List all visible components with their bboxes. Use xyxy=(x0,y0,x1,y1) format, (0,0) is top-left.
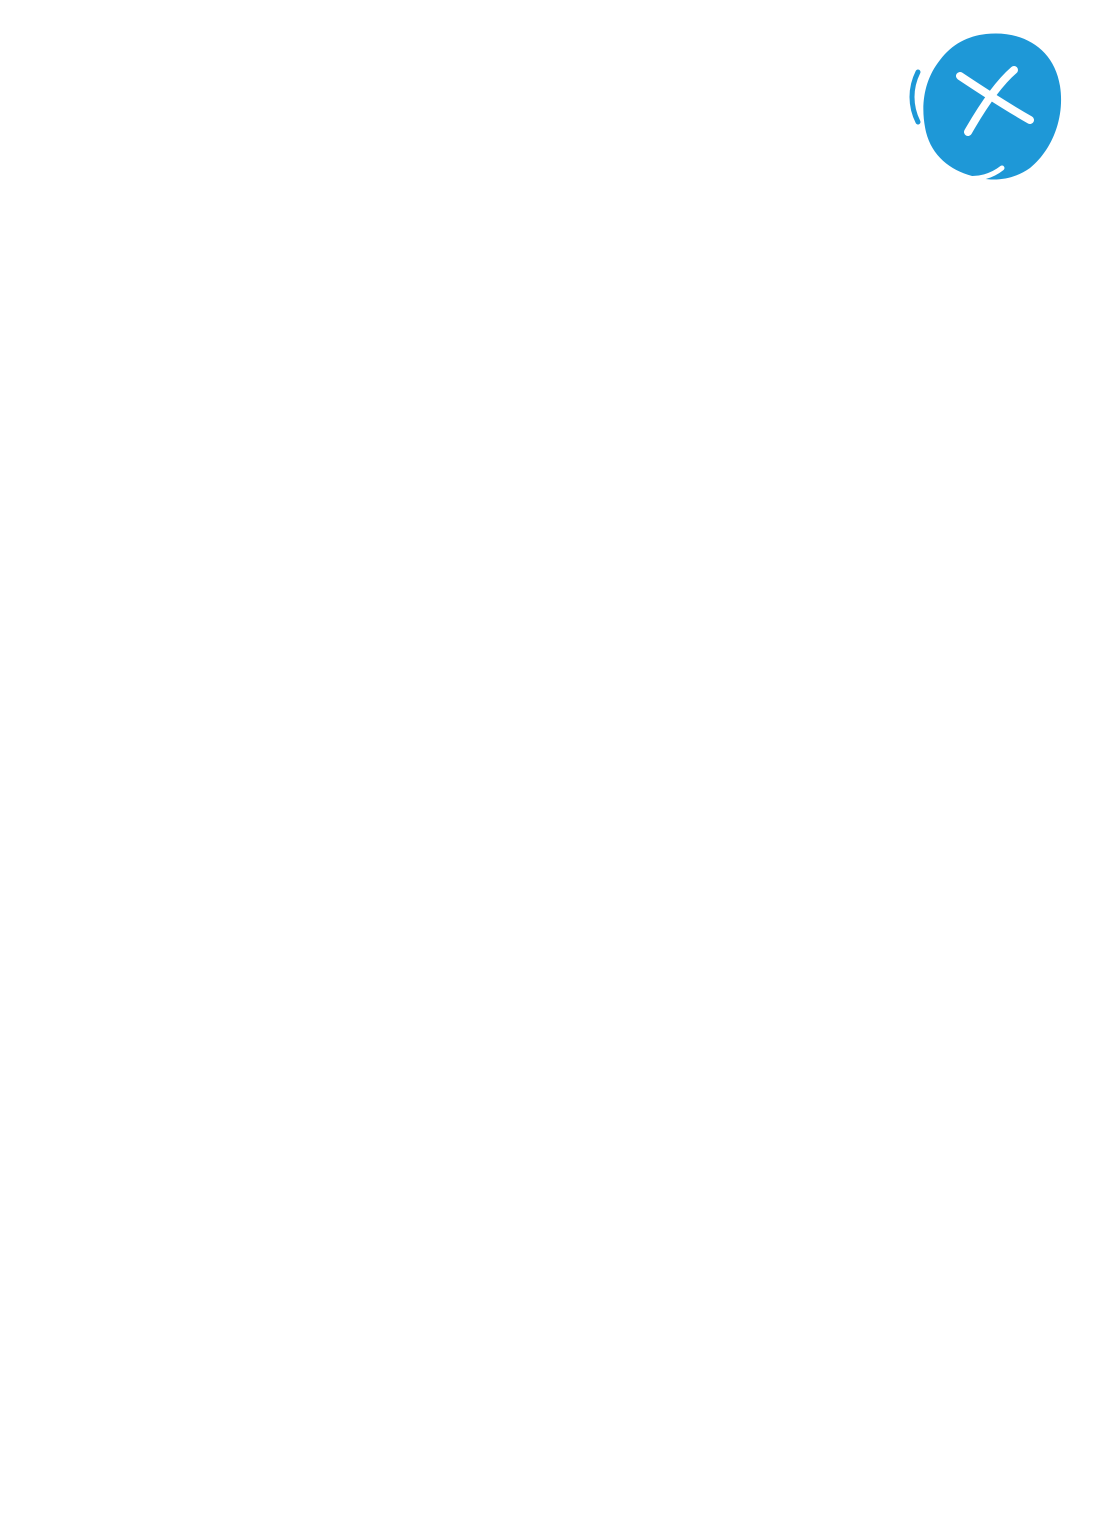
close-icon-x-stroke-2 xyxy=(964,66,1018,136)
close-icon-bottom-stroke xyxy=(963,165,1005,181)
close-icon-circle xyxy=(923,33,1062,180)
close-icon xyxy=(909,33,1062,181)
close-button[interactable] xyxy=(904,28,1068,184)
close-icon-left-stroke xyxy=(909,69,921,125)
